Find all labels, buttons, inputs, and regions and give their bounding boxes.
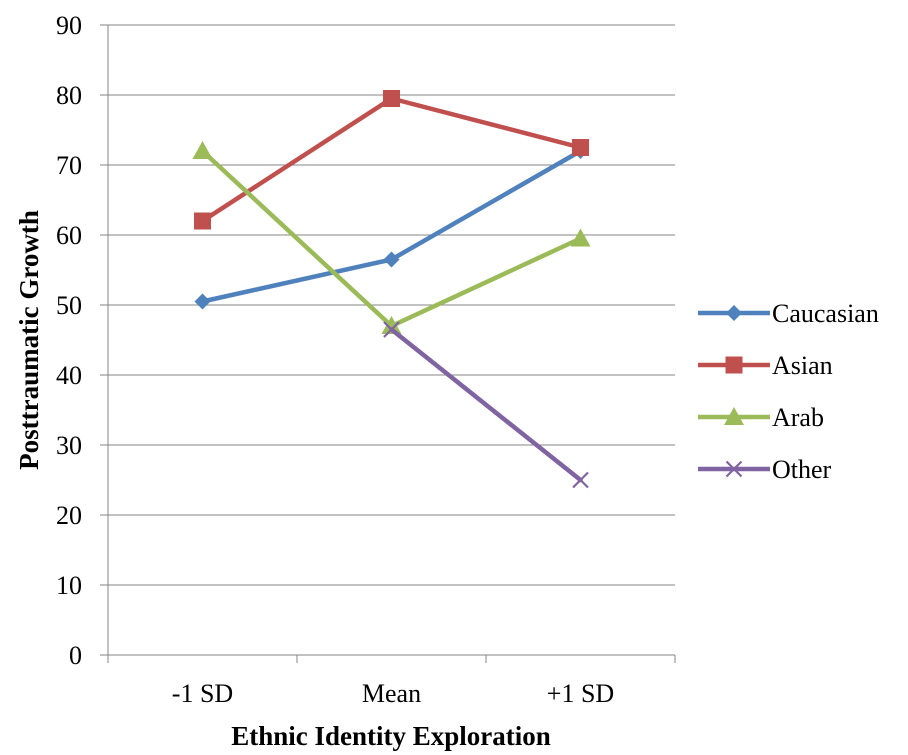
data-point bbox=[383, 90, 400, 107]
legend-item-other: Other bbox=[698, 455, 832, 484]
series-group bbox=[192, 90, 591, 489]
legend-label: Caucasian bbox=[772, 299, 879, 328]
data-point bbox=[383, 251, 400, 268]
data-point bbox=[192, 141, 213, 159]
series-asian bbox=[194, 90, 589, 230]
series-line bbox=[200, 148, 583, 329]
legend-marker bbox=[725, 356, 743, 374]
data-point bbox=[572, 471, 589, 489]
y-tick-label: 10 bbox=[56, 571, 82, 600]
legend-marker bbox=[725, 460, 743, 478]
data-point bbox=[383, 321, 400, 338]
y-axis-title: Posttraumatic Growth bbox=[14, 210, 44, 470]
y-tick-label: 20 bbox=[56, 501, 82, 530]
series-caucasian bbox=[194, 143, 589, 310]
y-tick-label: 40 bbox=[56, 361, 82, 390]
series-other bbox=[383, 321, 589, 489]
y-tick-label: 80 bbox=[56, 81, 82, 110]
data-point bbox=[570, 228, 591, 247]
legend-label: Arab bbox=[772, 403, 824, 432]
axes bbox=[100, 24, 676, 663]
y-tick-label: 50 bbox=[56, 291, 82, 320]
y-tick-label: 60 bbox=[56, 221, 82, 250]
y-tick-label: 70 bbox=[56, 151, 82, 180]
y-axis-ticks: 0 10 20 30 40 50 60 70 80 90 bbox=[56, 11, 82, 670]
legend-label: Other bbox=[772, 455, 832, 484]
x-axis-ticks: -1 SD Mean +1 SD bbox=[172, 679, 614, 708]
legend-item-caucasian: Caucasian bbox=[698, 299, 879, 328]
data-point bbox=[381, 316, 402, 334]
y-tick-label: 0 bbox=[69, 641, 82, 670]
data-point bbox=[572, 139, 589, 156]
data-point bbox=[194, 212, 211, 230]
legend-marker bbox=[726, 305, 742, 321]
series-line bbox=[389, 327, 583, 483]
data-point bbox=[194, 293, 211, 310]
gridlines bbox=[108, 24, 675, 586]
legend-label: Asian bbox=[772, 351, 833, 380]
legend: Caucasian Asian Arab Other bbox=[698, 299, 879, 484]
y-tick-label: 30 bbox=[56, 431, 82, 460]
legend-marker bbox=[724, 407, 744, 425]
y-tick-label: 90 bbox=[56, 11, 82, 40]
legend-item-asian: Asian bbox=[698, 351, 833, 380]
series-line bbox=[200, 148, 583, 304]
x-tick-label: -1 SD bbox=[172, 679, 233, 708]
x-tick-label: +1 SD bbox=[547, 679, 614, 708]
x-tick-label: Mean bbox=[362, 679, 421, 708]
x-axis-title: Ethnic Identity Exploration bbox=[231, 721, 551, 751]
series-arab bbox=[192, 141, 591, 334]
legend-item-arab: Arab bbox=[698, 403, 824, 432]
